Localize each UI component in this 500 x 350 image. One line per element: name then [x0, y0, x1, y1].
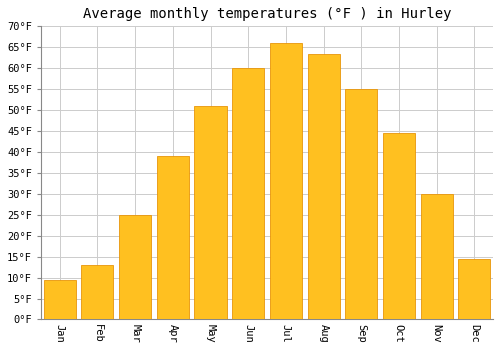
- Title: Average monthly temperatures (°F ) in Hurley: Average monthly temperatures (°F ) in Hu…: [83, 7, 452, 21]
- Bar: [194, 106, 226, 320]
- Bar: [383, 133, 415, 320]
- Bar: [157, 156, 189, 320]
- Bar: [119, 215, 151, 320]
- Bar: [345, 89, 377, 320]
- Bar: [420, 194, 452, 320]
- Bar: [458, 259, 490, 320]
- Bar: [44, 280, 76, 320]
- Bar: [270, 43, 302, 320]
- Bar: [232, 68, 264, 320]
- Bar: [308, 54, 340, 320]
- Bar: [82, 265, 114, 320]
